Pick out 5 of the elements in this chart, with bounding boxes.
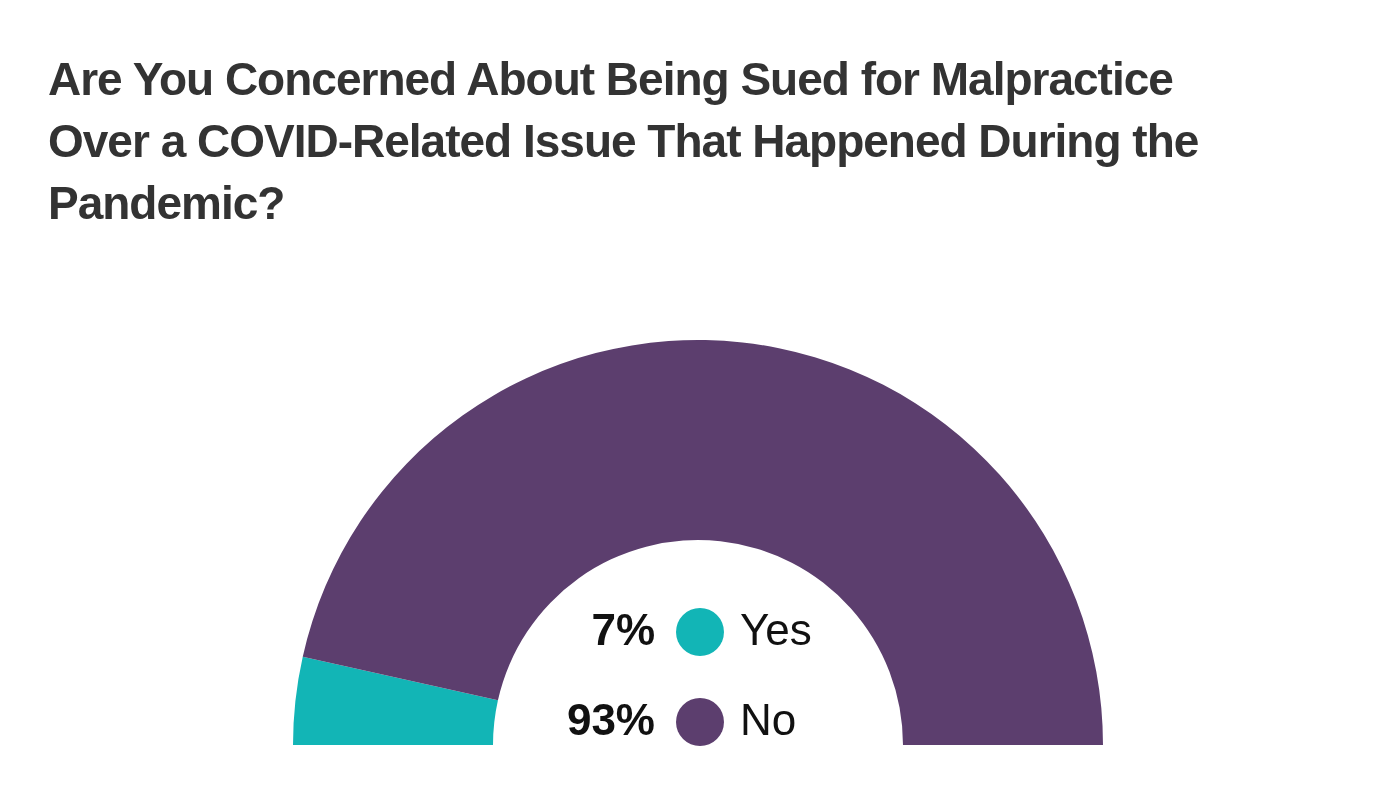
data-label: 7% <box>591 605 655 654</box>
data-label: 93% <box>566 695 655 744</box>
legend-label: Yes <box>740 605 812 654</box>
legend-label: No <box>740 695 797 744</box>
chart-title: Are You Concerned About Being Sued for Malpractice Over a COVID-Related Issue That Happened During the Pandemic? <box>48 52 1200 231</box>
